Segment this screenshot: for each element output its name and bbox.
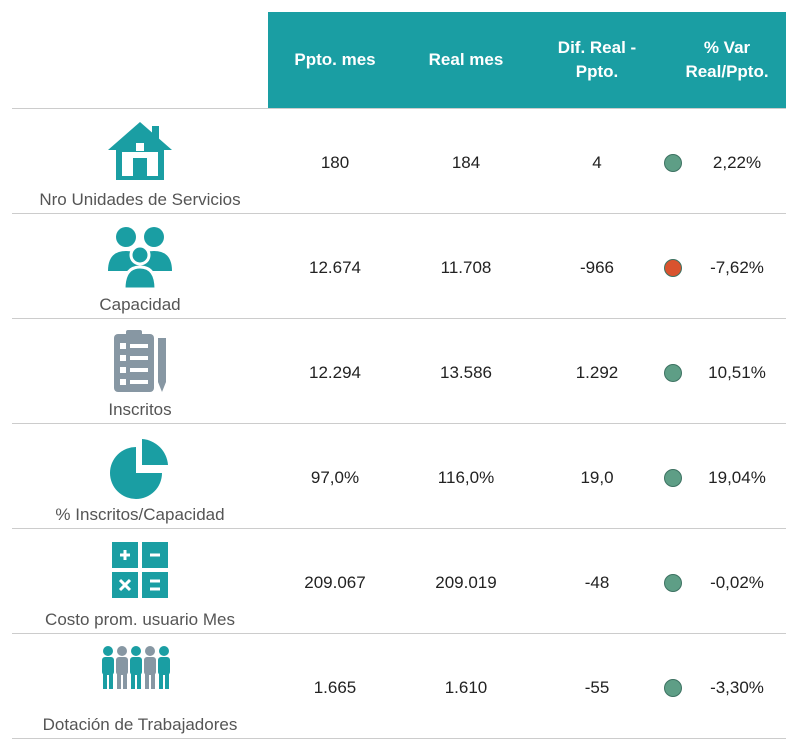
status-dot (664, 679, 682, 697)
separator (12, 318, 786, 319)
row-label: Nro Unidades de Servicios (39, 190, 241, 209)
row-icon (108, 227, 172, 291)
cell-value: 19,04% (708, 468, 766, 487)
cell-value: -3,30% (710, 678, 764, 697)
cell-value: 180 (320, 153, 350, 172)
cell-value: 209.019 (435, 573, 497, 592)
row-icon (108, 122, 172, 180)
row-icon (114, 330, 166, 392)
row-icon (110, 439, 168, 499)
status-dot (664, 154, 682, 172)
cell-value: 1.610 (444, 678, 488, 697)
header-band (268, 12, 786, 108)
cell-value: 184 (451, 153, 481, 172)
status-dot (664, 574, 682, 592)
cell-value: -48 (584, 573, 610, 592)
cell-value: -966 (579, 258, 615, 277)
separator (12, 213, 786, 214)
column-header: Ppto. (575, 62, 619, 81)
row-label: Dotación de Trabajadores (42, 715, 238, 734)
separator (12, 423, 786, 424)
cell-value: 12.674 (309, 258, 361, 277)
cell-value: 10,51% (708, 363, 766, 382)
row-icon (102, 646, 170, 689)
row-icon (112, 542, 168, 598)
separator (12, 633, 786, 634)
cell-value: -7,62% (710, 258, 764, 277)
cell-value: 4 (592, 153, 602, 172)
status-dot (664, 469, 682, 487)
row-label: Costo prom. usuario Mes (45, 610, 235, 629)
status-dot (664, 364, 682, 382)
row-label: Inscritos (108, 400, 172, 419)
cell-value: 12.294 (309, 363, 361, 382)
column-header: Ppto. mes (294, 50, 376, 69)
cell-value: 97,0% (310, 468, 360, 487)
cell-value: 116,0% (437, 468, 495, 487)
cell-value: 1.292 (575, 363, 619, 382)
separator (12, 108, 786, 109)
cell-value: 2,22% (712, 153, 762, 172)
cell-value: 209.067 (304, 573, 366, 592)
separator (12, 528, 786, 529)
cell-value: -0,02% (710, 573, 764, 592)
column-header: % Var (703, 38, 751, 57)
cell-value: 1.665 (313, 678, 357, 697)
cell-value: 11.708 (440, 258, 492, 277)
cell-value: -55 (584, 678, 610, 697)
column-header: Real mes (428, 50, 504, 69)
cell-value: 13.586 (440, 363, 492, 382)
column-header: Dif. Real - (557, 38, 637, 57)
column-header: Real/Ppto. (685, 62, 769, 81)
cell-value: 19,0 (580, 468, 614, 487)
status-dot (664, 259, 682, 277)
row-label: Capacidad (99, 295, 181, 314)
row-label: % Inscritos/Capacidad (55, 505, 225, 524)
